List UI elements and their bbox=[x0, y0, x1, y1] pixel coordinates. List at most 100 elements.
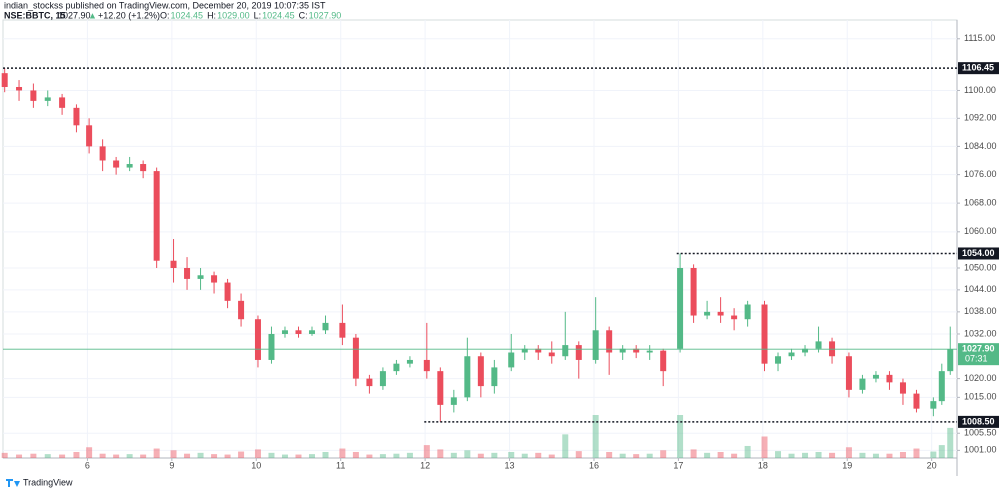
x-tick-label: 16 bbox=[589, 460, 599, 470]
volume-bar bbox=[339, 448, 346, 458]
volume-bar bbox=[704, 452, 711, 458]
candle-body bbox=[184, 267, 191, 279]
volume-bar bbox=[366, 454, 373, 458]
candle-body bbox=[606, 330, 613, 353]
ohlc-key: H: bbox=[207, 10, 216, 20]
candle-body bbox=[281, 330, 288, 334]
volume-bar bbox=[44, 454, 51, 458]
x-tick-label: 12 bbox=[420, 460, 430, 470]
y-tick-label: 1050.00 bbox=[964, 262, 997, 272]
candle-body bbox=[548, 352, 555, 357]
candle-body bbox=[704, 311, 711, 316]
candle-body bbox=[59, 97, 66, 108]
volume-bar bbox=[1, 452, 8, 458]
last-price-box bbox=[958, 343, 999, 366]
volume-bar bbox=[352, 451, 359, 458]
candle-body bbox=[437, 371, 444, 405]
x-tick-label: 20 bbox=[927, 460, 937, 470]
candle-body bbox=[947, 349, 954, 372]
candle-body bbox=[73, 107, 80, 126]
candle-body bbox=[308, 330, 315, 334]
publisher: indian_stockss published on TradingView.… bbox=[4, 0, 326, 10]
volume-bar bbox=[717, 451, 724, 458]
candle-body bbox=[238, 300, 245, 320]
volume-bar bbox=[406, 452, 413, 458]
y-tick-label: 1015.00 bbox=[964, 392, 997, 402]
y-tick-label: 1076.00 bbox=[964, 169, 997, 179]
candle-body bbox=[86, 125, 93, 147]
volume-bar bbox=[521, 453, 528, 458]
candle-body bbox=[815, 341, 822, 349]
volume-bar bbox=[886, 453, 893, 458]
volume-bar bbox=[775, 451, 782, 458]
volume-bar bbox=[73, 451, 80, 458]
candle-body bbox=[113, 160, 120, 168]
candle-body bbox=[339, 322, 346, 338]
y-tick-label: 1092.00 bbox=[964, 113, 997, 123]
volume-bar bbox=[535, 452, 542, 458]
x-tick-label: 10 bbox=[251, 460, 261, 470]
volume-bar bbox=[281, 454, 288, 458]
y-tick-label: 1115.00 bbox=[964, 33, 995, 43]
candle-body bbox=[775, 356, 782, 364]
volume-bar bbox=[211, 454, 218, 458]
volume-bar bbox=[508, 451, 515, 458]
volume-bar bbox=[437, 449, 444, 458]
volume-bar bbox=[548, 454, 555, 458]
candle-body bbox=[562, 345, 569, 357]
candle-body bbox=[731, 315, 738, 320]
volume-bar bbox=[575, 451, 582, 458]
volume-bar bbox=[788, 453, 795, 458]
candle-body bbox=[744, 304, 751, 320]
candle-body bbox=[677, 267, 684, 349]
volume-bar bbox=[913, 448, 920, 458]
volume-bar bbox=[322, 451, 329, 458]
volume-bar bbox=[30, 453, 37, 458]
change: +12.20 (+1.2%) bbox=[98, 10, 160, 20]
y-tick-label: 1068.00 bbox=[964, 198, 997, 208]
ohlc-value: 1024.45 bbox=[262, 10, 295, 20]
volume-bar bbox=[562, 434, 569, 458]
candle-body bbox=[646, 350, 653, 353]
volume-bar bbox=[113, 454, 120, 458]
candle-body bbox=[491, 367, 498, 387]
volume-bar bbox=[859, 452, 866, 458]
symbol: NSE:BBTC, 15 bbox=[4, 10, 66, 20]
volume-bar bbox=[379, 454, 386, 458]
volume-bar bbox=[619, 453, 626, 458]
x-tick-label: 18 bbox=[758, 460, 768, 470]
volume-bar bbox=[731, 453, 738, 458]
candle-body bbox=[16, 86, 23, 91]
volume-bar bbox=[153, 448, 160, 458]
candle-body bbox=[761, 304, 768, 364]
y-tick-label: 1032.00 bbox=[964, 328, 997, 338]
candle-body bbox=[30, 90, 37, 101]
change-arrow: ▲ bbox=[88, 10, 97, 20]
y-tick-label: 1020.00 bbox=[964, 373, 997, 383]
candle-body bbox=[575, 345, 582, 360]
volume-bar bbox=[464, 450, 471, 458]
candle-body bbox=[170, 260, 177, 268]
volume-bar bbox=[184, 453, 191, 458]
ohlc-key: C: bbox=[299, 10, 308, 20]
ohlc-value: 1027.90 bbox=[309, 10, 342, 20]
volume-bar bbox=[308, 454, 315, 458]
volume-bar bbox=[450, 452, 457, 458]
volume-bar bbox=[170, 450, 177, 458]
grid bbox=[3, 20, 957, 458]
volume-bar bbox=[677, 415, 684, 458]
volume-bar bbox=[660, 450, 667, 458]
volume-bar bbox=[126, 454, 133, 458]
candle-body bbox=[450, 397, 457, 405]
volume-bar bbox=[491, 452, 498, 458]
candle-body bbox=[845, 356, 852, 390]
volume-bar bbox=[646, 453, 653, 458]
candle-body bbox=[717, 311, 724, 316]
candle-body bbox=[690, 267, 697, 316]
price-label: 1106.45 bbox=[962, 63, 994, 73]
y-tick-label: 1038.00 bbox=[964, 306, 997, 316]
volume-bar bbox=[829, 452, 836, 458]
volume-bar bbox=[477, 453, 484, 458]
candle-body bbox=[930, 401, 937, 409]
